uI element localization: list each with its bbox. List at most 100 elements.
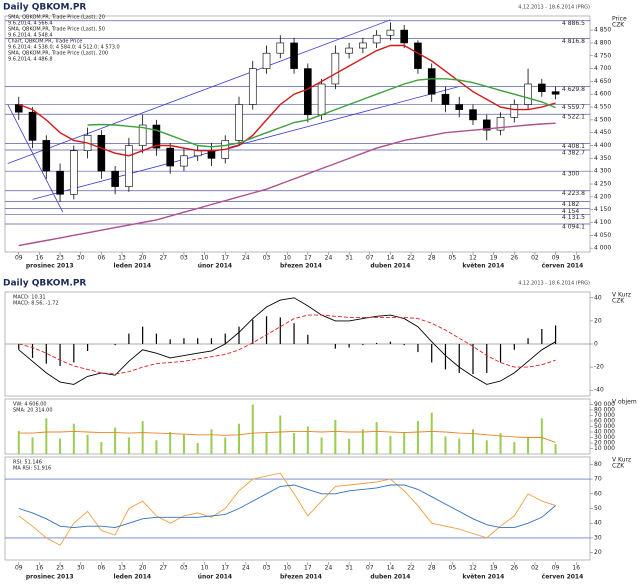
legend-entry: VW: 4 606.00 (13, 402, 47, 408)
x-tick-label: 13 (118, 565, 126, 572)
x-tick-label: 16 (572, 565, 580, 572)
y-tick-label: -20 (594, 364, 604, 371)
y-tick-label: 4 700 (594, 65, 611, 72)
histogram-bar (403, 344, 405, 346)
volume-bar (485, 440, 488, 454)
candle-body (331, 52, 340, 85)
y-tick-label: 4 350 (594, 155, 611, 162)
month-label: únor 2014 (198, 263, 232, 270)
volume-bar (127, 437, 130, 454)
volume-bar (210, 429, 213, 454)
x-tick-label: 22 (407, 255, 415, 262)
month-label: prosinec 2013 (26, 263, 74, 270)
histogram-bar (18, 344, 20, 350)
x-tick-label: 02 (531, 565, 539, 572)
x-tick-label: 03 (263, 565, 271, 572)
y-tick-label: 4 750 (594, 52, 611, 59)
histogram-bar (293, 323, 295, 344)
trend-line (32, 86, 460, 200)
histogram-bar (458, 344, 460, 373)
month-label: leden 2014 (114, 574, 152, 581)
y-tick-label: 20 (594, 317, 602, 324)
histogram-bar (513, 344, 515, 350)
legend-entry: RSI: 51.146 (13, 460, 42, 466)
y-tick-label: 80 (594, 461, 602, 468)
candle-body (510, 104, 519, 118)
x-tick-label: 09 (552, 565, 560, 572)
month-label: červen 2014 (542, 263, 584, 270)
y-tick-label: 30 (594, 534, 602, 541)
y-tick-label: 4 000 (594, 245, 611, 252)
y-tick-label: 60 (594, 490, 602, 497)
candle-body (276, 42, 285, 54)
x-tick-label: 23 (56, 565, 64, 572)
level-label: 4 629.8 (562, 86, 585, 93)
volume-bar (416, 421, 419, 454)
panel-title: Daily QBKOM.PR (3, 3, 86, 13)
series-line (18, 44, 556, 157)
y-tick-label: 4 250 (594, 181, 611, 188)
histogram-bar (499, 344, 502, 363)
series-line (18, 297, 556, 385)
volume-bar (86, 434, 89, 454)
volume-bar (306, 426, 309, 454)
y-tick-label: 40 (594, 294, 602, 301)
volume-bar (458, 438, 461, 454)
series-line (18, 472, 556, 546)
y-tick-label: 4 450 (594, 129, 611, 136)
x-tick-label: 16 (572, 255, 580, 262)
level-label: 4 223.8 (562, 190, 585, 197)
month-label: březen 2014 (280, 263, 322, 270)
volume-bar (389, 435, 392, 454)
x-tick-label: 17 (221, 565, 229, 572)
candle-body (262, 52, 271, 69)
y-tick-label: 50 (594, 505, 602, 512)
series-line (18, 430, 556, 443)
x-tick-label: 17 (304, 565, 312, 572)
legend-value: 9.6.2014, 4 486.8 (8, 57, 53, 63)
x-tick-label: 03 (180, 565, 188, 572)
histogram-bar (444, 344, 447, 370)
y-tick-label: 4 200 (594, 193, 611, 200)
candle-body (42, 140, 51, 172)
candle-body (28, 111, 37, 141)
histogram-bar (334, 344, 336, 349)
histogram-bar (554, 325, 557, 344)
histogram-bar (197, 338, 199, 344)
x-tick-label: 05 (449, 255, 457, 262)
x-tick-label: 10 (283, 565, 291, 572)
y-tick-label: 30 000 (594, 434, 615, 441)
x-tick-label: 24 (242, 565, 250, 572)
y-tick-label: 4 850 (594, 27, 611, 34)
y-tick-label: 70 000 (594, 412, 615, 419)
x-tick-label: 13 (118, 255, 126, 262)
histogram-bar (486, 344, 488, 373)
histogram-bar (431, 344, 433, 363)
candle-body (193, 150, 202, 157)
y-tick-label: -40 (594, 387, 604, 394)
panel-subtitle: 4.12.2013 - 18.6.2014 (PRG) (518, 281, 590, 287)
y-axis-label: CZK (612, 22, 625, 29)
histogram-bar (307, 334, 309, 344)
y-tick-label: 4 800 (594, 39, 611, 46)
volume-bar (513, 441, 516, 454)
y-tick-label: 4 400 (594, 142, 611, 149)
series-line (18, 484, 556, 529)
volume-bar (224, 437, 227, 454)
candle-body (386, 29, 395, 36)
volume-bar (430, 412, 433, 454)
x-tick-label: 17 (304, 255, 312, 262)
volume-bar (100, 441, 103, 454)
legend-value: 9.6.2014, 4 548.4 (8, 33, 53, 39)
y-axis-label: Price (612, 16, 627, 23)
x-tick-label: 06 (98, 255, 106, 262)
x-tick-label: 09 (552, 255, 560, 262)
volume-bar (45, 418, 48, 454)
histogram-bar (238, 326, 240, 344)
x-tick-label: 24 (325, 565, 333, 572)
histogram-bar (142, 326, 144, 344)
y-tick-label: 40 000 (594, 429, 615, 436)
legend-entry: MACD: 8.56; -1.72 (13, 301, 59, 307)
x-tick-label: 24 (325, 255, 333, 262)
